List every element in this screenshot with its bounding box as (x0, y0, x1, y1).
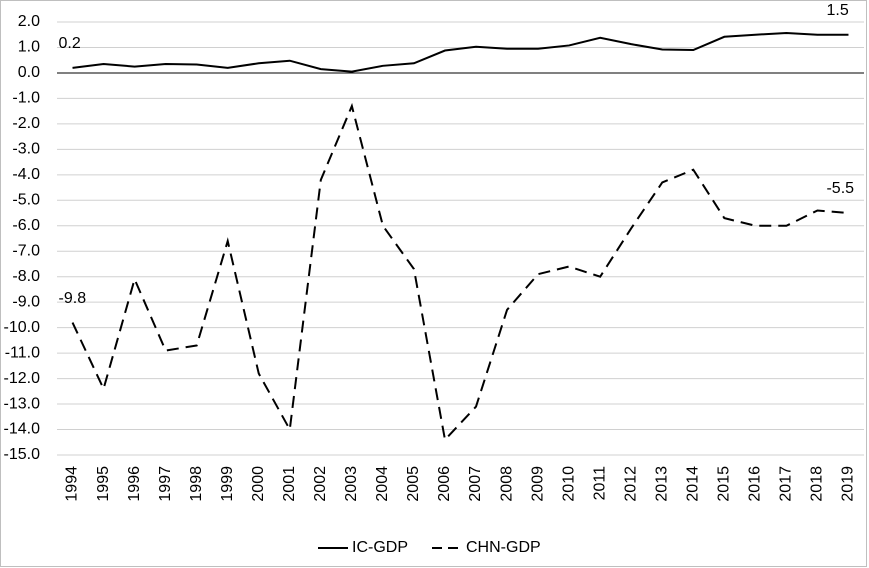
x-tick-label: 2005 (405, 466, 422, 502)
x-tick-label: 2011 (591, 466, 608, 501)
y-tick-label: 0.0 (18, 64, 40, 81)
legend-label: IC-GDP (352, 539, 408, 556)
y-tick-label: -3.0 (12, 141, 40, 158)
x-tick-label: 2015 (716, 466, 733, 502)
x-tick-label: 2006 (436, 466, 453, 502)
x-tick-label: 2008 (498, 466, 515, 502)
x-tick-label: 1994 (64, 466, 81, 502)
data-label: -5.5 (826, 180, 854, 197)
x-tick-label: 2002 (312, 466, 329, 502)
legend-label: CHN-GDP (466, 539, 541, 556)
x-tick-label: 2018 (809, 466, 826, 502)
data-label: -9.8 (59, 290, 87, 307)
y-tick-label: -14.0 (4, 421, 41, 438)
y-tick-label: -8.0 (12, 268, 40, 285)
x-tick-label: 2019 (840, 466, 857, 502)
y-tick-label: -6.0 (12, 217, 40, 234)
y-tick-label: -4.0 (12, 166, 40, 183)
y-tick-label: -9.0 (12, 293, 40, 310)
x-tick-label: 2001 (281, 466, 298, 502)
x-tick-label: 2007 (467, 466, 484, 502)
y-tick-label: 1.0 (18, 39, 40, 56)
x-tick-label: 2014 (685, 466, 702, 502)
x-tick-label: 2016 (747, 466, 764, 502)
y-tick-label: -11.0 (5, 344, 40, 361)
series-line (72, 31, 849, 73)
x-tick-label: 2004 (374, 466, 391, 502)
y-tick-label: -12.0 (4, 370, 41, 387)
data-label: 0.2 (59, 35, 81, 52)
x-tick-label: 1998 (188, 466, 205, 502)
series-line (71, 102, 849, 442)
data-label: 1.5 (826, 2, 848, 19)
x-tick-label: 2009 (529, 466, 546, 502)
y-tick-label: -13.0 (4, 395, 41, 412)
y-tick-label: -7.0 (12, 242, 40, 259)
y-tick-label: -1.0 (12, 90, 40, 107)
x-tick-label: 2010 (560, 466, 577, 502)
x-tick-label: 2012 (622, 466, 639, 502)
y-tick-label: -10.0 (4, 319, 41, 336)
x-tick-label: 1995 (95, 466, 112, 502)
x-tick-label: 1997 (157, 466, 174, 502)
x-tick-label: 2000 (250, 466, 267, 502)
x-tick-label: 2003 (343, 466, 360, 502)
x-tick-label: 2017 (778, 466, 795, 502)
x-tick-label: 1999 (219, 466, 236, 502)
y-tick-label: -2.0 (12, 115, 40, 132)
y-tick-label: -5.0 (12, 192, 40, 209)
x-tick-label: 2013 (653, 466, 670, 502)
x-tick-label: 1996 (126, 466, 143, 502)
y-tick-label: 2.0 (18, 13, 40, 30)
y-tick-label: -15.0 (4, 446, 41, 463)
